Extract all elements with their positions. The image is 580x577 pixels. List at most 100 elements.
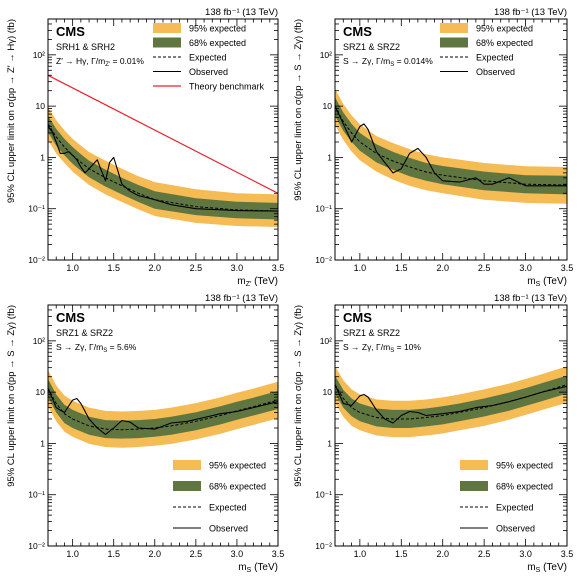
experiment-label: CMS (56, 24, 85, 39)
legend: 95% expected 68% expected Expected Observed… (153, 23, 265, 92)
legend: 95% expected 68% expected Expected Observed (460, 460, 553, 534)
x-tick-label: 3.0 (231, 263, 244, 273)
x-axis-label: mS (TeV) (238, 562, 278, 574)
y-axis-label: 95% CL upper limit on σ(pp → Z′ → Hγ) (f… (6, 19, 17, 203)
legend-swatch-68 (440, 37, 468, 48)
x-axis-label: mS (TeV) (527, 276, 567, 288)
region-label: SRZ1 & SRZ2 (343, 328, 400, 338)
x-tick-label: 1.5 (395, 263, 408, 273)
plot-area (48, 74, 278, 227)
legend-swatch-95 (153, 23, 181, 33)
legend-label: Expected (496, 503, 534, 513)
legend-label: Observed (189, 67, 228, 77)
band-68-expected (335, 97, 567, 195)
y-tick-label: 10 (323, 101, 333, 111)
y-tick-label: 10 (36, 387, 46, 397)
legend-label: 95% expected (189, 24, 246, 34)
y-tick-label: 10⁻² (28, 541, 45, 551)
experiment-label: CMS (56, 310, 85, 325)
band-68-expected (48, 379, 278, 439)
y-tick-label: 10⁻² (315, 541, 332, 551)
y-tick-label: 1 (327, 152, 332, 162)
process-label: S → Zγ, Γ/mS = 5.6% (56, 342, 137, 354)
plot-area (335, 366, 567, 438)
y-tick-label: 10² (320, 336, 332, 346)
region-label: SRZ1 & SRZ2 (343, 42, 400, 52)
y-tick-label: 10⁻² (315, 255, 332, 265)
x-tick-label: 2.5 (190, 263, 203, 273)
legend-swatch-68 (153, 37, 181, 48)
x-tick-label: 2.0 (436, 263, 449, 273)
legend: 95% expected 68% expected Expected Observed (173, 460, 266, 534)
legend-label: Observed (209, 524, 248, 534)
x-tick-label: 3.0 (231, 549, 244, 559)
legend-swatch-95 (173, 460, 201, 470)
y-tick-label: 10⁻¹ (28, 490, 45, 500)
panel-2: 1.0 1.5 2.0 2.5 3.0 3.5 10⁻² 10⁻¹ 1 10 10² mS (TeV)… (293, 7, 573, 288)
x-tick-label: 1.5 (107, 549, 120, 559)
legend-label: Expected (209, 503, 247, 513)
x-tick-label: 3.5 (272, 549, 285, 559)
process-label: S → Zγ, Γ/mS = 0.014% (343, 56, 433, 68)
legend-label: Observed (476, 67, 515, 77)
expected-line (335, 105, 567, 186)
observed-line (335, 105, 567, 187)
observed-line (48, 126, 278, 212)
x-axis-label: mS (TeV) (527, 562, 567, 574)
y-tick-label: 10² (320, 50, 332, 60)
lumi-label: 138 fb⁻¹ (13 TeV) (494, 7, 567, 18)
experiment-label: CMS (343, 24, 372, 39)
y-tick-label: 10² (33, 336, 45, 346)
panel-3: 1.0 1.5 2.0 2.5 3.0 3.5 10⁻² 10⁻¹ 1 10 10² mS (TeV)… (6, 293, 284, 574)
process-label: Z′ → Hγ, Γ/mZ′ = 0.01% (56, 56, 144, 68)
y-axis-label: 95% CL upper limit on σ(pp → S → Zγ) (fb… (6, 305, 17, 487)
region-label: SRZ1 & SRZ2 (56, 328, 113, 338)
expected-line (48, 123, 278, 212)
panel-1: 1.0 1.5 2.0 2.5 3.0 3.5 10⁻² 10⁻¹ 1 10 10² mZ′ (TeV… (6, 7, 284, 288)
legend-label: Theory benchmark (189, 82, 265, 92)
legend-swatch-95 (440, 23, 468, 33)
x-tick-label: 2.0 (149, 263, 162, 273)
plot-area (335, 88, 567, 204)
legend-label: Expected (476, 53, 514, 63)
observed-line (48, 387, 278, 435)
x-tick-label: 1.0 (66, 549, 79, 559)
plot-area (48, 370, 278, 448)
observed-line (335, 384, 567, 424)
legend-label: 95% expected (496, 461, 553, 471)
y-tick-label: 10² (33, 50, 45, 60)
x-tick-label: 2.0 (149, 549, 162, 559)
legend-label: 95% expected (209, 461, 266, 471)
y-tick-label: 10 (323, 387, 333, 397)
x-tick-label: 2.5 (478, 549, 491, 559)
lumi-label: 138 fb⁻¹ (13 TeV) (205, 293, 278, 304)
legend-label: Observed (496, 524, 535, 534)
legend-label: 68% expected (496, 482, 553, 492)
y-tick-label: 10 (36, 101, 46, 111)
x-tick-label: 3.5 (561, 263, 574, 273)
y-tick-label: 1 (327, 438, 332, 448)
legend-label: 95% expected (476, 24, 533, 34)
x-tick-label: 1.0 (354, 263, 367, 273)
y-axis-label: 95% CL upper limit on σ(pp → S → Zγ) (fb… (293, 305, 304, 487)
x-tick-label: 1.5 (107, 263, 120, 273)
experiment-label: CMS (343, 310, 372, 325)
y-tick-label: 10⁻² (28, 255, 45, 265)
legend-swatch-95 (460, 460, 488, 470)
legend-label: 68% expected (189, 38, 246, 48)
y-tick-label: 1 (40, 438, 45, 448)
legend-swatch-68 (460, 481, 488, 491)
x-tick-label: 3.0 (519, 549, 532, 559)
band-95-expected (48, 107, 278, 227)
legend: 95% expected 68% expected Expected Observed (440, 23, 533, 77)
panel-4: 1.0 1.5 2.0 2.5 3.0 3.5 10⁻² 10⁻¹ 1 10 10² mS (TeV)… (293, 293, 573, 574)
lumi-label: 138 fb⁻¹ (13 TeV) (494, 293, 567, 304)
x-tick-label: 3.0 (519, 263, 532, 273)
process-label: S → Zγ, Γ/mS = 10% (343, 342, 421, 354)
x-axis-label: mZ′ (TeV) (237, 276, 278, 288)
x-tick-label: 3.5 (272, 263, 285, 273)
x-tick-label: 1.5 (395, 549, 408, 559)
x-tick-label: 3.5 (561, 549, 574, 559)
lumi-label: 138 fb⁻¹ (13 TeV) (205, 7, 278, 18)
x-tick-label: 2.0 (436, 549, 449, 559)
